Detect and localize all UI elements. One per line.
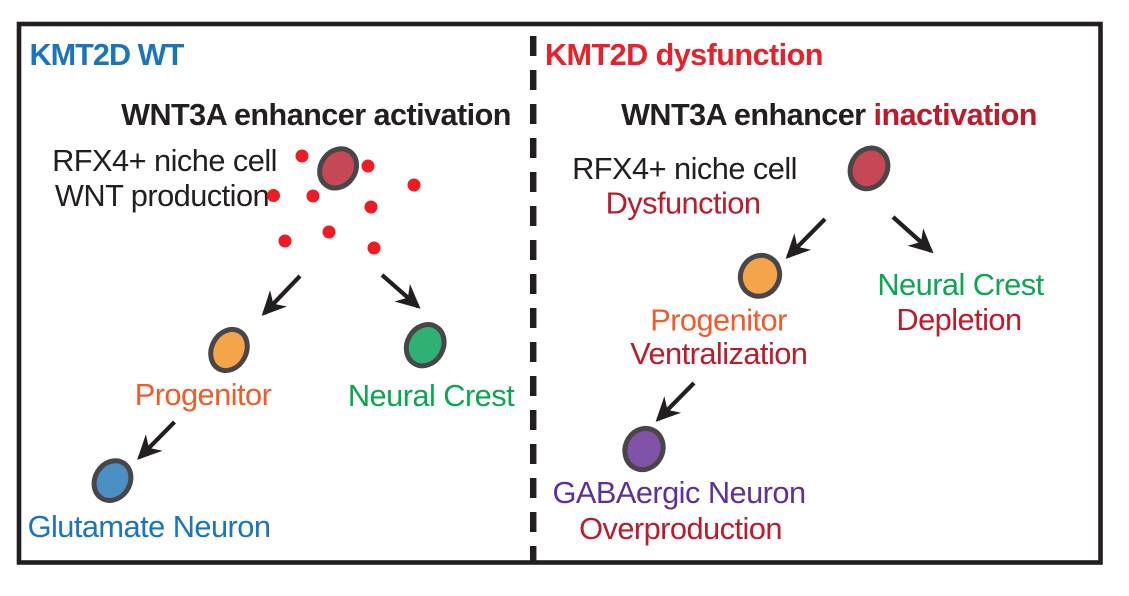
svg-text:RFX4+ niche cell: RFX4+ niche cell: [572, 151, 797, 186]
svg-text:Dysfunction: Dysfunction: [606, 186, 761, 221]
svg-text:WNT3A enhancer inactivation: WNT3A enhancer inactivation: [621, 98, 1037, 132]
svg-text:Overproduction: Overproduction: [579, 511, 782, 546]
svg-text:KMT2D WT: KMT2D WT: [30, 38, 185, 72]
svg-text:GABAergic Neuron: GABAergic Neuron: [552, 475, 805, 510]
svg-text:Depletion: Depletion: [896, 302, 1021, 337]
svg-text:WNT3A enhancer activation: WNT3A enhancer activation: [121, 98, 511, 132]
svg-text:KMT2D dysfunction: KMT2D dysfunction: [545, 38, 823, 72]
svg-text:Neural Crest: Neural Crest: [348, 378, 515, 413]
svg-text:Glutamate Neuron: Glutamate Neuron: [28, 509, 271, 544]
svg-text:Neural Crest: Neural Crest: [877, 267, 1044, 302]
svg-text:Ventralization: Ventralization: [630, 336, 807, 371]
svg-text:Progenitor: Progenitor: [650, 303, 787, 338]
svg-text:WNT production: WNT production: [55, 178, 269, 213]
svg-text:Progenitor: Progenitor: [135, 377, 272, 412]
svg-text:RFX4+ niche cell: RFX4+ niche cell: [52, 143, 277, 178]
